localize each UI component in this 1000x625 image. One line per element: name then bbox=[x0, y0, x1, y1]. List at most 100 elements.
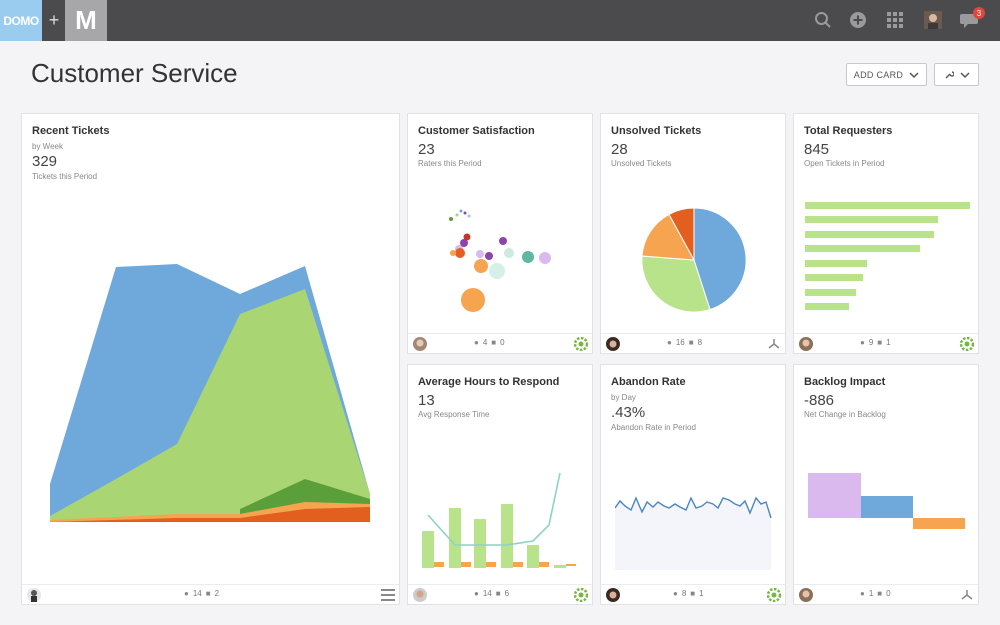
chevron-down-icon bbox=[909, 71, 919, 78]
card-customer-satisfaction[interactable]: Customer Satisfaction 23 Raters this Per… bbox=[407, 113, 593, 354]
scatter-point bbox=[449, 217, 453, 221]
bar bbox=[805, 274, 863, 281]
gear-icon[interactable] bbox=[574, 588, 588, 602]
views-count: 16 bbox=[675, 338, 685, 347]
views-icon: ● bbox=[474, 338, 479, 347]
bar bbox=[527, 545, 539, 568]
card-total-requesters[interactable]: Total Requesters 845 Open Tickets in Per… bbox=[793, 113, 979, 354]
views-icon: ● bbox=[860, 338, 865, 347]
avatar[interactable] bbox=[27, 588, 41, 602]
card-footer: ● 1 ■ 0 bbox=[794, 584, 978, 604]
scatter-point bbox=[463, 211, 467, 215]
card-recent-tickets[interactable]: Recent Tickets by Week 329 Tickets this … bbox=[21, 113, 400, 605]
gear-icon[interactable] bbox=[767, 588, 781, 602]
card-caption: Unsolved Tickets bbox=[611, 159, 672, 168]
app-logo[interactable]: M bbox=[65, 0, 107, 41]
table-icon[interactable] bbox=[381, 589, 395, 601]
avatar[interactable] bbox=[799, 337, 813, 351]
comment-icon[interactable]: ■ bbox=[495, 589, 501, 598]
comment-icon[interactable]: ■ bbox=[690, 589, 696, 598]
card-value: .43% bbox=[611, 404, 646, 421]
card-value: 329 bbox=[32, 153, 58, 170]
card-caption: Net Change in Backlog bbox=[804, 410, 886, 419]
card-footer: ● 14 ■ 6 bbox=[408, 584, 592, 604]
avatar[interactable] bbox=[799, 588, 813, 602]
card-footer: ● 8 ■ 1 bbox=[601, 584, 785, 604]
scatter-point bbox=[504, 248, 514, 258]
card-value: 28 bbox=[611, 141, 628, 158]
comments-count: 1 bbox=[699, 589, 704, 598]
line-series bbox=[427, 472, 561, 546]
avatar[interactable] bbox=[413, 337, 427, 351]
avatar[interactable] bbox=[606, 337, 620, 351]
share-icon[interactable] bbox=[961, 589, 973, 601]
line-series bbox=[615, 496, 772, 519]
views-count: 1 bbox=[868, 589, 874, 598]
comment-icon[interactable]: ■ bbox=[877, 338, 883, 347]
card-caption: Raters this Period bbox=[418, 159, 482, 168]
pie-slice bbox=[668, 207, 695, 261]
scatter-point bbox=[539, 252, 551, 264]
scatter-point bbox=[485, 252, 493, 260]
bar bbox=[474, 519, 486, 568]
comments-count: 6 bbox=[504, 589, 510, 598]
comment-icon[interactable]: ■ bbox=[877, 589, 883, 598]
card-backlog-impact[interactable]: Backlog Impact -886 Net Change in Backlo… bbox=[793, 364, 979, 605]
line-area-chart bbox=[615, 496, 772, 570]
comment-icon[interactable]: ■ bbox=[205, 589, 211, 598]
views-count: 14 bbox=[482, 589, 492, 598]
share-icon[interactable] bbox=[768, 338, 780, 350]
bar bbox=[805, 245, 920, 252]
apps-grid-icon[interactable] bbox=[887, 12, 903, 28]
page-title: Customer Service bbox=[31, 58, 238, 88]
comment-icon[interactable]: ■ bbox=[688, 338, 694, 347]
bar bbox=[805, 202, 970, 209]
combo-chart bbox=[422, 472, 576, 568]
user-avatar[interactable] bbox=[924, 11, 942, 29]
card-stats: ● 16 ■ 8 bbox=[667, 338, 702, 347]
card-value: -886 bbox=[804, 392, 835, 409]
search-icon[interactable] bbox=[814, 11, 832, 29]
bar bbox=[501, 504, 513, 568]
gear-icon[interactable] bbox=[574, 337, 588, 351]
card-caption: Tickets this Period bbox=[32, 172, 98, 181]
comments-count: 0 bbox=[500, 338, 505, 347]
add-card-label: ADD CARD bbox=[853, 69, 904, 80]
card-abandon-rate[interactable]: Abandon Rate by Day .43% Abandon Rate in… bbox=[600, 364, 786, 605]
views-count: 4 bbox=[482, 338, 488, 347]
card-unsolved-tickets[interactable]: Unsolved Tickets 28 Unsolved Tickets ● 1… bbox=[600, 113, 786, 354]
scatter-point bbox=[467, 214, 471, 218]
views-icon: ● bbox=[667, 338, 672, 347]
bar bbox=[566, 564, 576, 566]
add-page-button[interactable]: + bbox=[48, 10, 60, 30]
pie-chart bbox=[641, 207, 747, 313]
add-card-button[interactable]: ADD CARD bbox=[846, 63, 927, 86]
card-title: Backlog Impact bbox=[804, 376, 886, 388]
card-caption: Avg Response Time bbox=[418, 410, 490, 419]
card-stats: ● 9 ■ 1 bbox=[860, 338, 891, 347]
scatter-point bbox=[463, 233, 471, 241]
area-fill bbox=[615, 498, 771, 570]
views-count: 8 bbox=[681, 589, 687, 598]
avatar[interactable] bbox=[606, 588, 620, 602]
horizontal-bar-chart bbox=[805, 202, 970, 310]
card-subtitle: by Week bbox=[32, 142, 63, 151]
bar bbox=[913, 518, 965, 529]
domo-logo[interactable]: DOMO bbox=[0, 0, 42, 41]
comment-icon[interactable]: ■ bbox=[491, 338, 497, 347]
card-title: Unsolved Tickets bbox=[611, 125, 702, 137]
card-title: Abandon Rate bbox=[611, 376, 686, 388]
card-title: Total Requesters bbox=[804, 125, 893, 137]
views-icon: ● bbox=[860, 589, 865, 598]
card-stats: ● 14 ■ 6 bbox=[474, 589, 509, 598]
page-tools-button[interactable] bbox=[934, 63, 979, 86]
chat-icon[interactable] bbox=[960, 12, 980, 29]
chevron-down-icon bbox=[959, 71, 970, 78]
views-icon: ● bbox=[474, 589, 479, 598]
card-average-hours[interactable]: Average Hours to Respond 13 Avg Response… bbox=[407, 364, 593, 605]
add-circle-icon[interactable] bbox=[849, 11, 867, 29]
avatar[interactable] bbox=[413, 588, 427, 602]
bar bbox=[805, 231, 934, 238]
bar bbox=[861, 496, 913, 518]
gear-icon[interactable] bbox=[960, 337, 974, 351]
